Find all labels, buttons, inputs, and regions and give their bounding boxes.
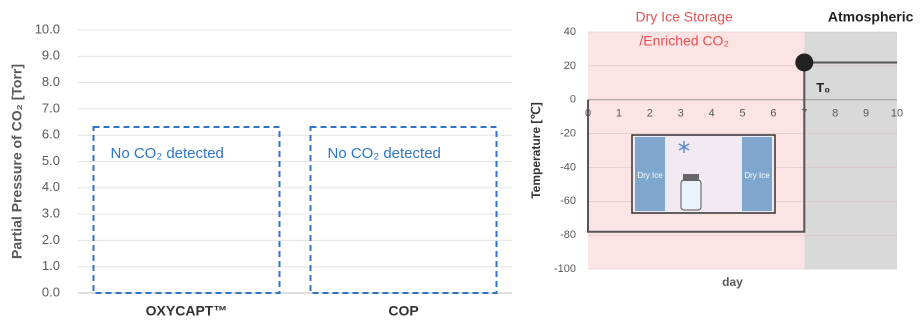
- annotation-box: [92, 126, 281, 294]
- y-tick-label: 5.0: [42, 153, 60, 168]
- x-axis-label: day: [722, 275, 743, 289]
- y-tick-label: 3.0: [42, 206, 60, 221]
- x-tick-label: 3: [678, 108, 684, 120]
- region-label: /Enriched CO₂: [639, 33, 728, 49]
- y-tick-label: -40: [560, 161, 576, 173]
- y-tick-label: -80: [560, 229, 576, 241]
- x-tick-label: 2: [647, 108, 653, 120]
- x-tick-label: 5: [739, 108, 745, 120]
- x-tick-label: 1: [616, 108, 622, 120]
- marker: [795, 53, 814, 72]
- y-tick-label: 2.0: [42, 232, 60, 247]
- y-tick-label: 0.0: [42, 284, 60, 299]
- x-tick-label: 8: [832, 108, 838, 120]
- annotation: No CO₂ detected: [111, 145, 224, 162]
- region-label: Atmospheric: [828, 9, 914, 25]
- y-tick-label: 0: [570, 94, 576, 106]
- inset-label: Dry Ice: [637, 171, 663, 180]
- marker-label: T₀: [816, 80, 830, 95]
- y-axis-label: Temperature [℃]: [529, 102, 543, 199]
- inset-label: Dry Ice: [744, 171, 770, 180]
- vial: [680, 179, 702, 211]
- y-tick-label: 20: [564, 60, 576, 72]
- dry-ice-block: [635, 137, 665, 211]
- vial-cap: [683, 174, 699, 181]
- dry-ice-block: [742, 137, 772, 211]
- y-tick-label: 10.0: [35, 21, 60, 36]
- line: [587, 61, 897, 233]
- x-tick-label: 4: [709, 108, 715, 120]
- x-tick-label: OXYCAPT™: [146, 303, 228, 319]
- y-tick-label: 4.0: [42, 179, 60, 194]
- y-axis-label: Partial Pressure of CO₂ [Torr]: [9, 64, 25, 259]
- y-tick-label: 6.0: [42, 127, 60, 142]
- snowflake: [678, 141, 690, 153]
- y-tick-label: 8.0: [42, 74, 60, 89]
- y-tick-label: 40: [564, 26, 576, 38]
- annotation-box: [309, 126, 498, 294]
- y-tick-label: 9.0: [42, 48, 60, 63]
- y-tick-label: -20: [560, 127, 576, 139]
- y-tick-label: 7.0: [42, 100, 60, 115]
- y-tick-label: -60: [560, 195, 576, 207]
- x-tick-label: COP: [388, 303, 418, 319]
- region-label: Dry Ice Storage: [636, 9, 733, 25]
- x-tick-label: 9: [863, 108, 869, 120]
- x-tick-label: 6: [770, 108, 776, 120]
- inset-illustration: [631, 134, 776, 214]
- y-tick-label: 1.0: [42, 258, 60, 273]
- annotation: No CO₂ detected: [328, 145, 441, 162]
- y-tick-label: -100: [554, 263, 576, 275]
- region: [804, 32, 897, 269]
- x-tick-label: 10: [891, 108, 903, 120]
